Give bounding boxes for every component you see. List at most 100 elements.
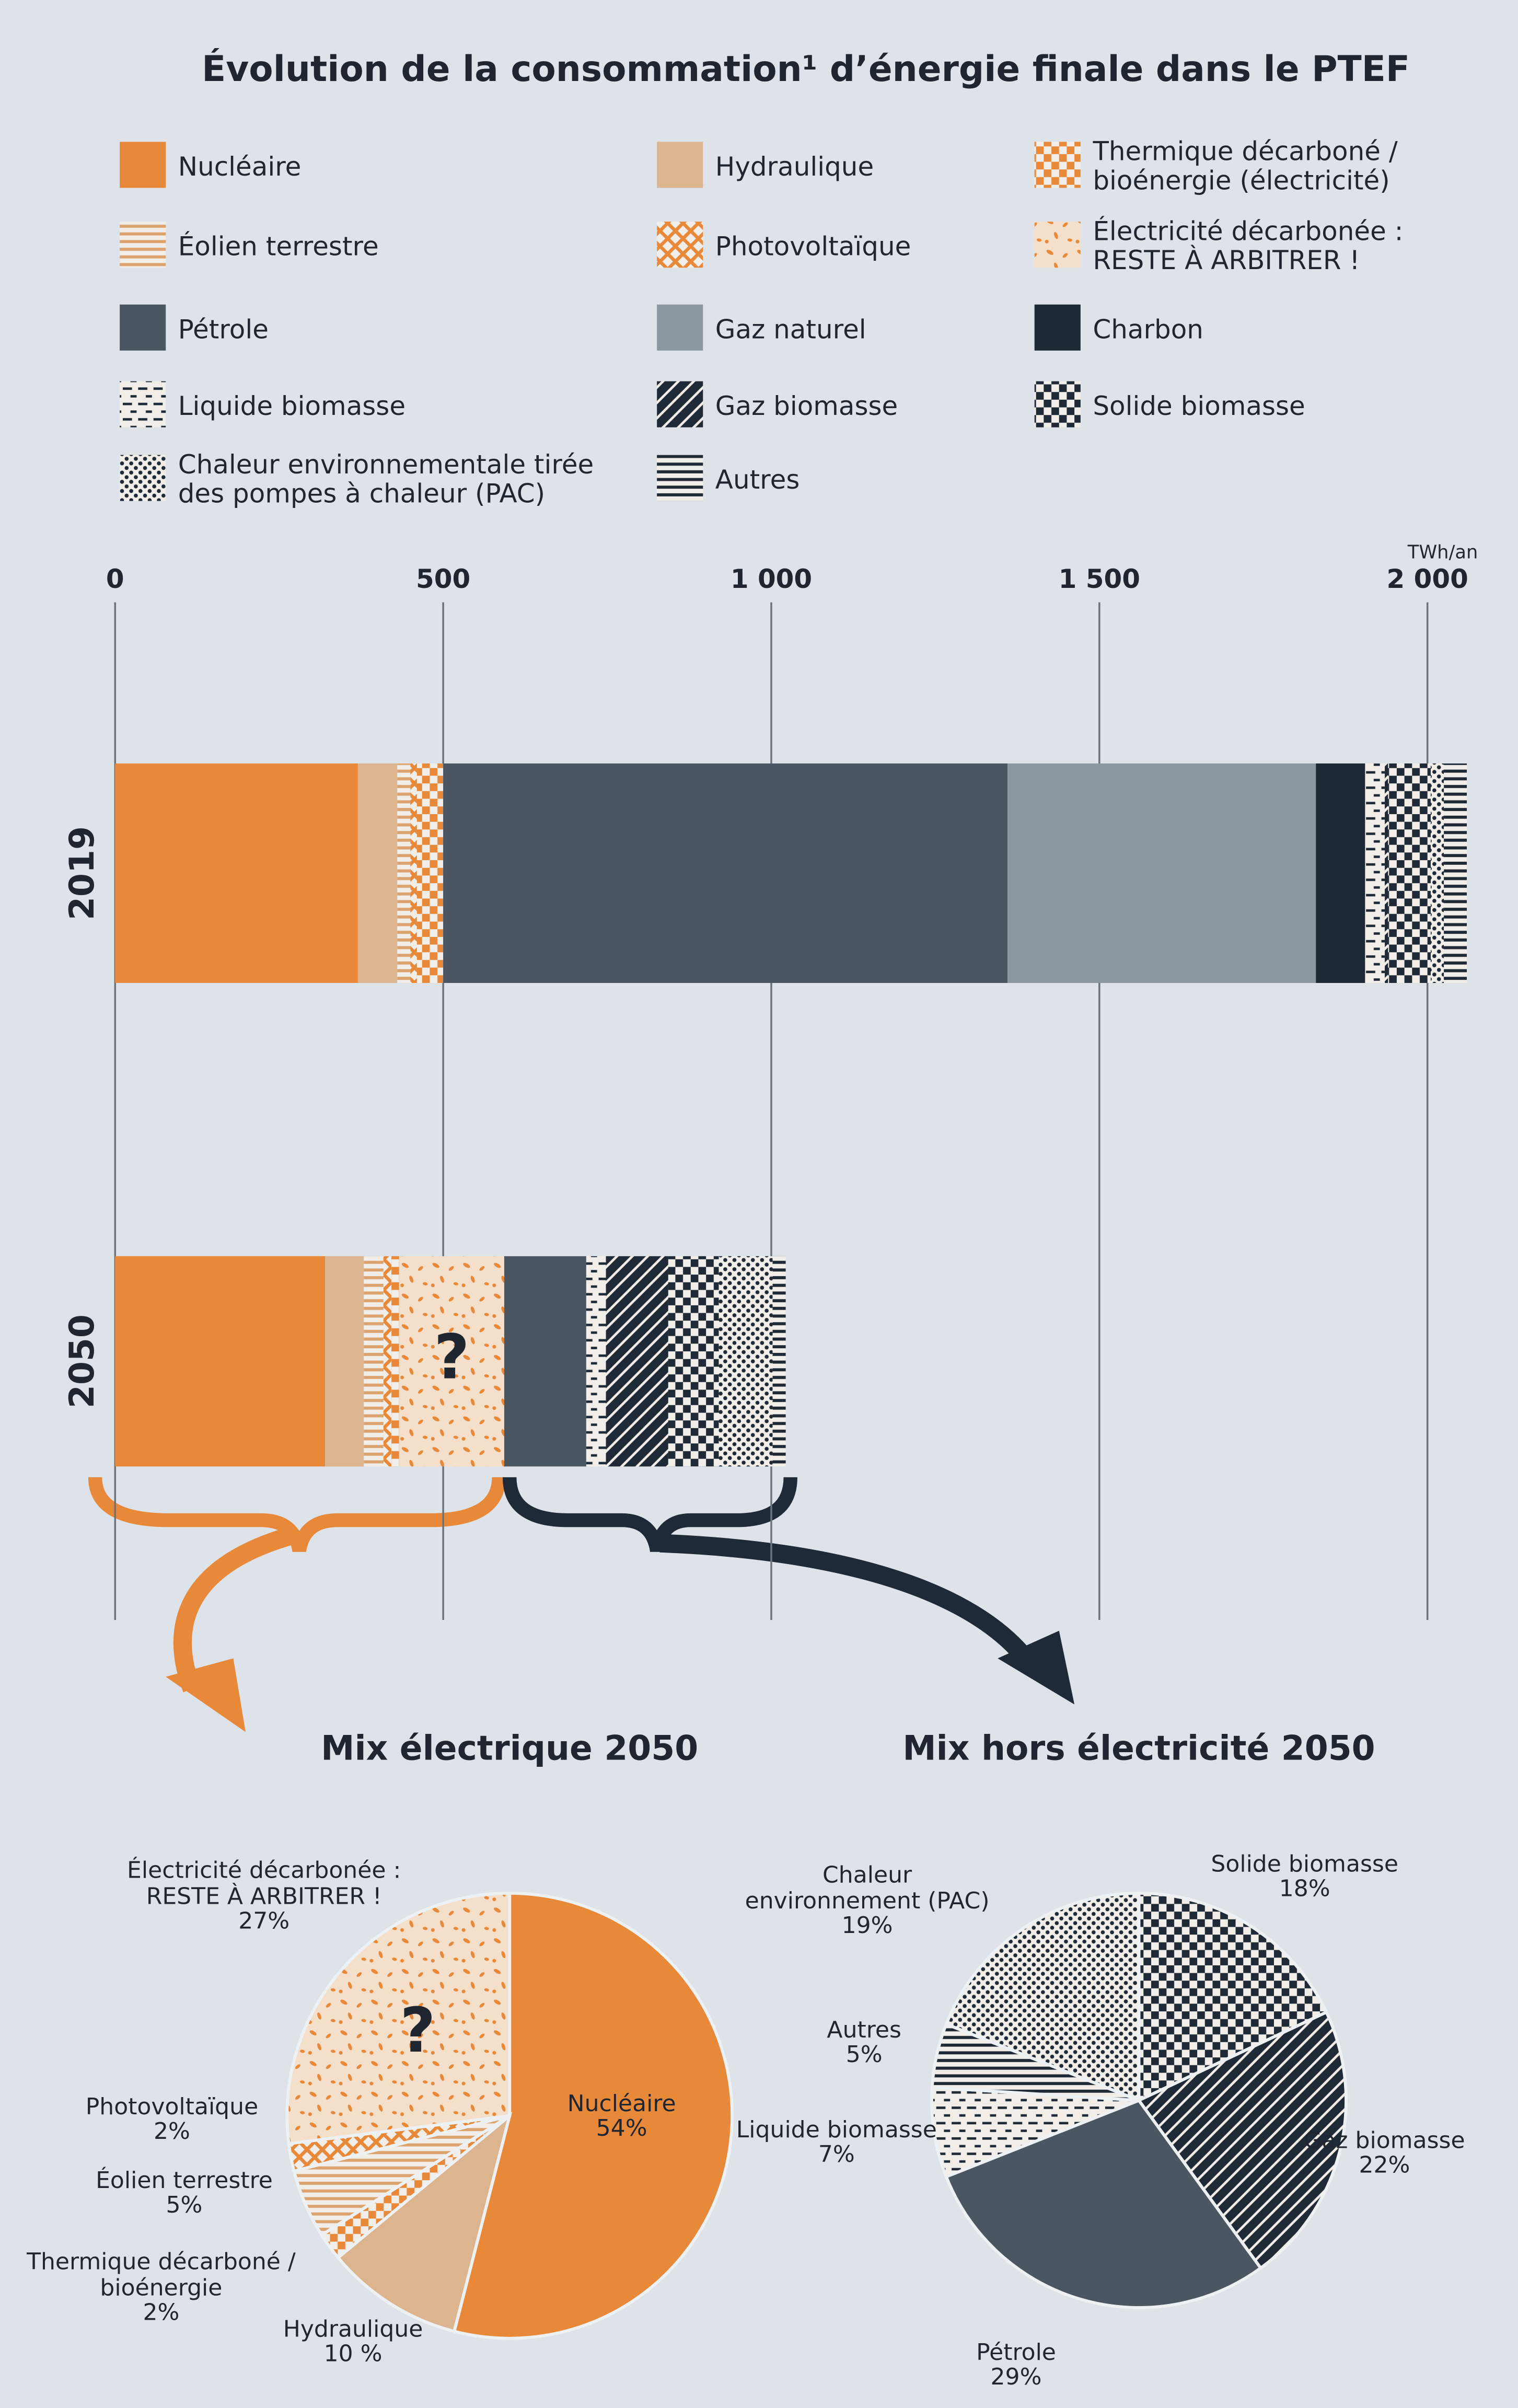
pie-slice [1137, 1891, 1329, 2103]
legend-text: Chaleur environnementale tirée des pompe… [178, 450, 594, 511]
bar-segment [115, 1256, 326, 1467]
bar-segment [1430, 763, 1444, 983]
pie-label-name: Autres [827, 2015, 901, 2043]
bar-segment [443, 763, 1008, 983]
legend-swatch [1034, 304, 1081, 351]
pie-label-value: 2% [143, 2299, 180, 2326]
pie-annotation: ? [400, 1995, 435, 2066]
legend-swatch [120, 222, 166, 268]
legend-swatch [1034, 381, 1081, 427]
bar-segment [772, 1256, 786, 1467]
legend-text: Thermique décarboné / bioénergie (électr… [1093, 137, 1398, 198]
pie-label: Chaleur environnement (PAC)19% [745, 1839, 990, 1962]
pie-label-box: Éolien terrestre 5% [46, 2131, 322, 2254]
legend-label: Liquide biomasse [178, 360, 639, 455]
pie-label-name: Éolien terrestre [96, 2166, 273, 2194]
legend-label-box: Liquide biomasse [178, 360, 639, 455]
legend-text: Hydraulique [715, 152, 874, 183]
legend-text: Solide biomasse [1093, 391, 1305, 422]
legend-label-box: Électricité décarbonée : RESTE À ARBITRE… [1093, 200, 1461, 295]
pie-label-name: Liquide biomasse [736, 2115, 937, 2143]
legend-text: Électricité décarbonée : RESTE À ARBITRE… [1093, 217, 1404, 277]
legend-text: Photovoltaïque [715, 231, 911, 263]
legend-label-box: Charbon [1093, 283, 1461, 378]
bar-segment [1365, 763, 1385, 983]
legend-label-box: Éolien terrestre [178, 200, 639, 295]
x-tick-label: 1 000 [731, 564, 812, 594]
pie-slice [1137, 2010, 1348, 2271]
pie-label-name: Pétrole [976, 2337, 1056, 2366]
bar-segment [391, 1256, 400, 1467]
bar-segment [399, 1256, 504, 1467]
y-tick-label: 2050 [63, 1314, 102, 1408]
bar-segment [1444, 763, 1467, 983]
legend-swatch [1034, 222, 1081, 268]
pie-label-box: Hydraulique 10 % [230, 2280, 476, 2403]
legend-swatch [120, 381, 166, 427]
legend-text: Éolien terrestre [178, 231, 379, 263]
pie-label-name: Chaleur environnement (PAC) [745, 1861, 990, 1915]
legend-label-box: Autres [715, 433, 1084, 528]
bar-segment [364, 1256, 384, 1467]
pie-label-value: 7% [818, 2140, 855, 2168]
legend-swatch [657, 142, 703, 188]
arrow-head-electric [166, 1658, 246, 1732]
pie-slice [285, 1891, 512, 2146]
pie-label-value: 29% [990, 2363, 1042, 2391]
brace-electric [88, 1477, 506, 1553]
bar-segment [668, 1256, 719, 1467]
bar-annotation: ? [434, 1321, 469, 1393]
bar-segment [1385, 763, 1388, 983]
pie-label-box: Thermique décarboné / bioénergie 2% [0, 2226, 330, 2349]
pie-label-name: Thermique décarboné / bioénergie [27, 2248, 296, 2301]
legend-text: Autres [715, 465, 800, 496]
x-tick-label: 1 500 [1059, 564, 1140, 594]
pie-label: Électricité décarbonée : RESTE À ARBITRE… [87, 1835, 441, 1958]
legend-swatch [657, 455, 703, 501]
bar-segment [586, 1256, 606, 1467]
pie-label-box: Chaleur environnement (PAC) 19% [745, 1839, 990, 1962]
legend-label-box: Chaleur environnementale tirée des pompe… [178, 433, 639, 528]
pie-label-value: 27% [238, 1907, 290, 1935]
y-tick-label: 2019 [63, 826, 102, 920]
legend-label-box: Solide biomasse [1093, 360, 1461, 455]
legend-label-box: Hydraulique [715, 120, 1084, 215]
bar-segment [397, 763, 411, 983]
pie-label-box: Photovoltaïque 2% [34, 2057, 310, 2180]
pie-label-box: Liquide biomasse 7% [729, 2080, 944, 2203]
x-tick-label: 500 [416, 564, 470, 594]
legend-label: Autres [715, 433, 1084, 528]
pie-slice [944, 2098, 1263, 2309]
bar-segment [504, 1256, 586, 1467]
legend-label-box: Thermique décarboné / bioénergie (électr… [1093, 120, 1461, 215]
pie-label-name: Électricité décarbonée : RESTE À ARBITRE… [127, 1857, 401, 1910]
pie-label-value: 19% [841, 1912, 893, 1940]
legend-label: Thermique décarboné / bioénergie (électr… [1093, 120, 1461, 215]
legend-swatch [120, 142, 166, 188]
legend-label: Pétrole [178, 316, 269, 344]
pie-label-value: 2% [154, 2117, 190, 2145]
pie-slice [930, 2086, 1140, 2179]
legend-label: Charbon [1093, 283, 1461, 378]
legend-label-box: Photovoltaïque [715, 200, 1084, 295]
pie-slice [335, 2111, 513, 2333]
bar-segment [383, 1256, 391, 1467]
bar-segment [410, 763, 417, 983]
bar-segment [606, 1256, 668, 1467]
legend-swatch [657, 222, 703, 268]
pie-label-value: 5% [166, 2191, 203, 2219]
legend-label: Gaz biomasse [715, 391, 898, 422]
legend-text: Gaz biomasse [715, 391, 898, 422]
pie-label-box: Électricité décarbonée : RESTE À ARBITRE… [87, 1835, 441, 1958]
pie-title: Mix hors électricité 2050 [902, 1729, 1375, 1768]
legend-swatch [120, 304, 166, 351]
pie-label-box: Gaz biomasse 22% [1277, 2091, 1492, 2214]
bar-segment [1316, 763, 1365, 983]
